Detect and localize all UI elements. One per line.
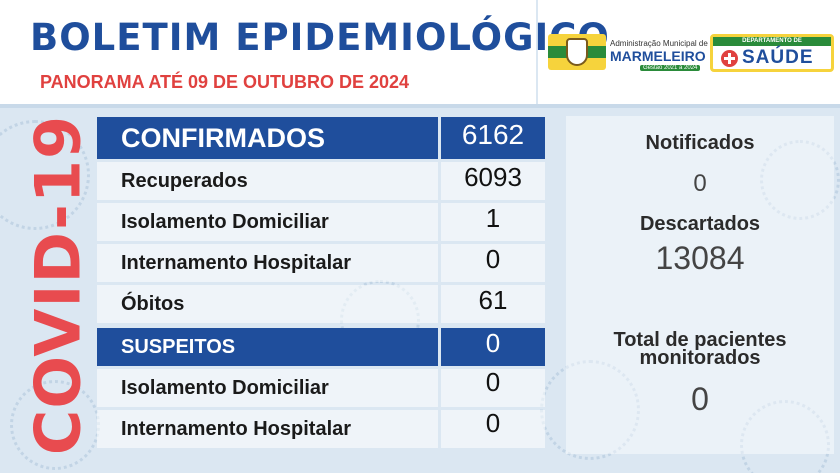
virus-decoration	[740, 400, 830, 473]
table-row: Internamento Hospitalar 0	[97, 410, 545, 448]
row-label: Isolamento Domiciliar	[97, 203, 438, 241]
suspeitos-header-row: SUSPEITOS 0	[97, 328, 545, 366]
virus-decoration	[760, 140, 840, 220]
row-value: 6093	[441, 162, 545, 200]
row-value: 0	[441, 244, 545, 282]
stats-panel	[566, 116, 834, 454]
monitorados-label-line1: Total de pacientes	[613, 329, 787, 351]
municipal-seal-icon	[566, 38, 588, 66]
virus-decoration	[0, 120, 90, 230]
table-row: Óbitos 61	[97, 285, 545, 323]
saude-logo: DEPARTAMENTO DE SAÚDE	[710, 34, 834, 72]
saude-logo-name: SAÚDE	[742, 47, 814, 68]
confirmados-label: CONFIRMADOS	[97, 117, 438, 159]
suspeitos-label: SUSPEITOS	[97, 328, 438, 366]
row-label: Óbitos	[97, 285, 438, 323]
table-row: Recuperados 6093	[97, 162, 545, 200]
row-label: Isolamento Domiciliar	[97, 369, 438, 407]
confirmados-header-row: CONFIRMADOS 6162	[97, 117, 545, 159]
notificados-value: 0	[693, 170, 707, 197]
saude-logo-band	[713, 37, 831, 46]
row-label: Internamento Hospitalar	[97, 244, 438, 282]
confirmados-value: 6162	[441, 117, 545, 159]
table-row: Internamento Hospitalar 0	[97, 244, 545, 282]
header-bottom-border	[0, 104, 840, 108]
row-value: 1	[441, 203, 545, 241]
row-value: 0	[441, 369, 545, 407]
descartados-label: Descartados	[639, 213, 761, 235]
header	[0, 0, 840, 104]
red-cross-icon	[721, 50, 738, 67]
municipal-logo-term: Gestão 2021 a 2024	[640, 65, 701, 71]
municipal-logo-name: MARMELEIRO	[610, 48, 706, 64]
monitorados-label-line2: monitorados	[639, 347, 761, 369]
row-label: Recuperados	[97, 162, 438, 200]
row-value: 61	[441, 285, 545, 323]
table-row: Isolamento Domiciliar 0	[97, 369, 545, 407]
suspeitos-value: 0	[441, 328, 545, 366]
descartados-value: 13084	[655, 240, 745, 276]
table-row: Isolamento Domiciliar 1	[97, 203, 545, 241]
municipal-logo: Administração Municipal de MARMELEIRO Ge…	[548, 34, 708, 72]
row-label: Internamento Hospitalar	[97, 410, 438, 448]
row-value: 0	[441, 410, 545, 448]
header-divider	[536, 0, 538, 104]
monitorados-value: 0	[691, 381, 709, 417]
covid-side-title: COVID-19	[21, 114, 95, 456]
notificados-label: Notificados	[645, 132, 755, 154]
page-subtitle: PANORAMA ATÉ 09 DE OUTUBRO DE 2024	[40, 72, 410, 92]
municipal-logo-line1: Administração Municipal de	[610, 39, 708, 48]
page-title: BOLETIM EPIDEMIOLÓGICO	[30, 16, 610, 59]
saude-logo-department: DEPARTAMENTO DE	[742, 38, 802, 44]
